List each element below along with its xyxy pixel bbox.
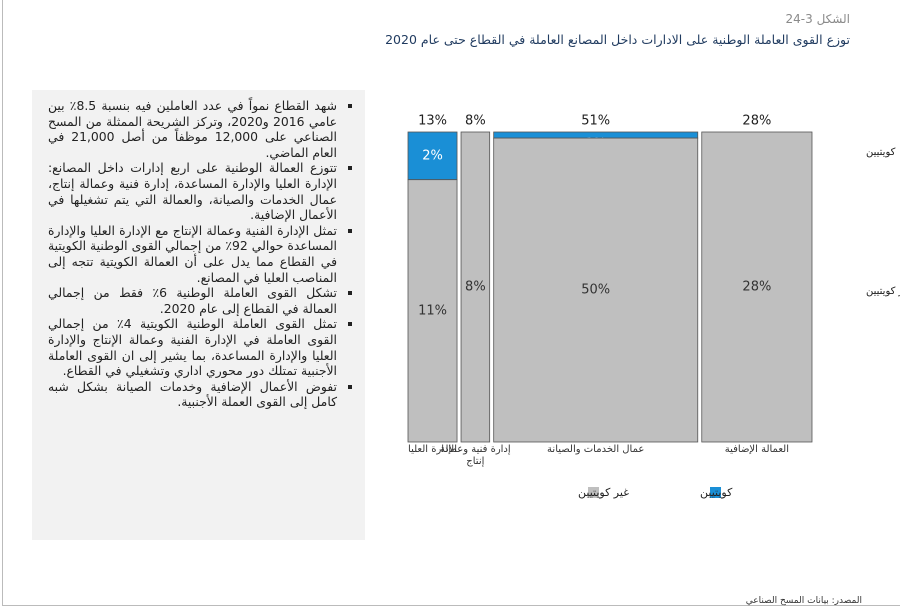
segment (701, 131, 813, 443)
bullet: تمثل الإدارة الفنية وعمالة الإنتاج مع ال… (48, 223, 337, 285)
figure-title: توزع القوى العاملة الوطنية على الادارات … (385, 32, 850, 47)
bullet: تمثل القوى العاملة الوطنية الكويتية 4٪ م… (48, 316, 337, 378)
page-border (2, 0, 3, 605)
category-label-box: إدارة فنية وعمالة إنتاج (440, 444, 511, 467)
category-label-box: العمالة الإضافية (724, 444, 789, 455)
row-label: كويتيين (866, 147, 896, 158)
segment-label: 2% (422, 148, 443, 163)
source: المصدر: بيانات المسح الصناعي (745, 596, 862, 606)
bullet: تتوزع العمالة الوطنية على اربع إدارات دا… (48, 160, 337, 222)
legend-label: غير كويتيين (578, 486, 629, 499)
segment-label: 50% (581, 283, 610, 298)
legend-swatch (588, 487, 599, 498)
segment-label: 8% (465, 280, 486, 295)
legend-swatch (710, 487, 721, 498)
segment-label: 28% (742, 280, 771, 295)
category-label: العمالة الإضافية (724, 444, 789, 455)
category-label: عمال الخدمات والصيانة (547, 444, 645, 455)
bullet: تشكل القوى العاملة الوطنية 6٪ فقط من إجم… (48, 285, 337, 316)
text-box: شهد القطاع نمواً في عدد العاملين فيه بنس… (32, 90, 365, 540)
segment-label: 11% (418, 303, 447, 318)
bullet: تفوض الأعمال الإضافية وخدمات الصيانة بشك… (48, 379, 337, 410)
segment (460, 131, 491, 443)
bullet: شهد القطاع نمواً في عدد العاملين فيه بنس… (48, 98, 337, 160)
bullet-list: شهد القطاع نمواً في عدد العاملين فيه بنس… (48, 98, 353, 410)
figure-label: الشكل 3-24 (785, 12, 851, 26)
row-label: غير كويتيين (866, 286, 900, 297)
column-total-label: 8% (465, 114, 486, 129)
segment (407, 131, 458, 181)
segment (407, 179, 458, 443)
segment (493, 137, 699, 443)
category-label-box: عمال الخدمات والصيانة (547, 444, 645, 455)
category-label-box: الإدارة العليا (408, 444, 457, 455)
column-total-label: 51% (581, 114, 610, 129)
column-total-label: 28% (742, 114, 771, 129)
page-border (2, 605, 900, 606)
category-label: الإدارة العليا (408, 444, 457, 455)
legend-label: كويتيين (700, 486, 733, 499)
category-label: إدارة فنية وعمالة إنتاج (440, 444, 511, 467)
column-total-label: 13% (418, 114, 447, 129)
